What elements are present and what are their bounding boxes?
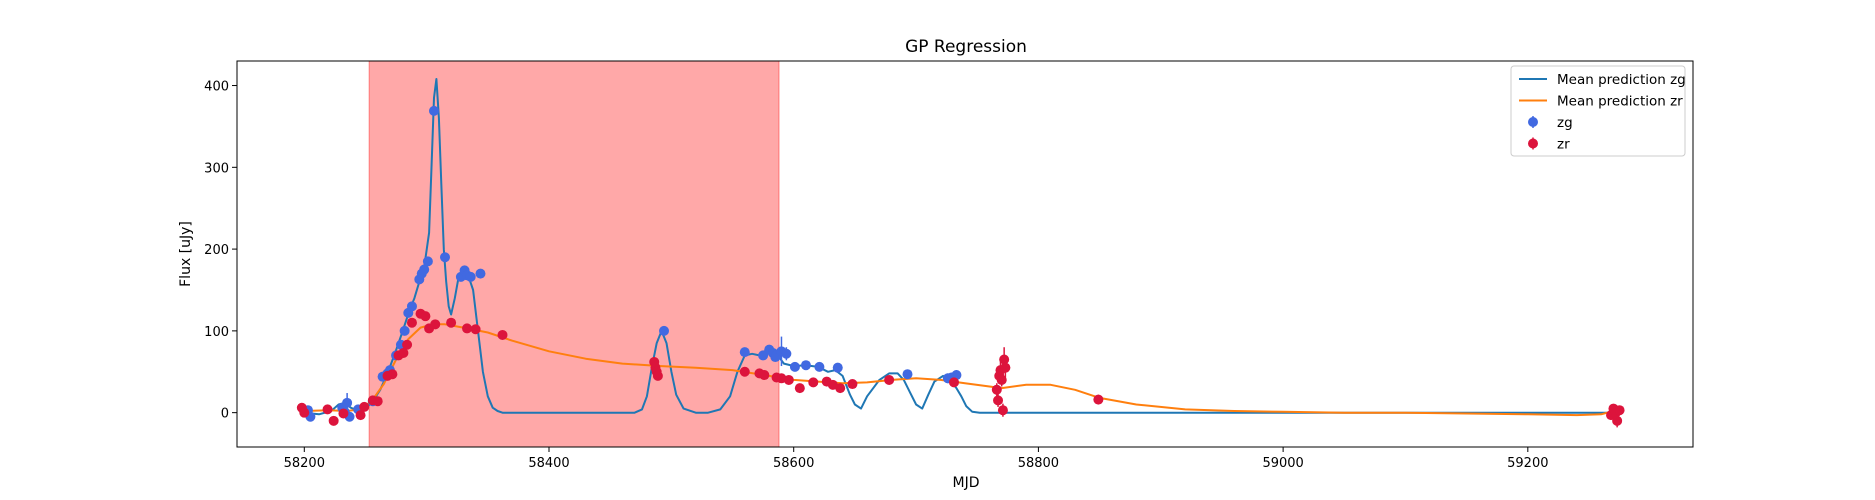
x-axis: 58200 58400 58600 58800 59000 59200 (284, 447, 1549, 471)
x-tick-label: 58400 (528, 456, 569, 471)
data-point-zr (372, 396, 383, 407)
data-point-zr (497, 329, 508, 340)
y-tick-label: 200 (204, 243, 229, 258)
data-point-zg (399, 325, 410, 336)
data-point-zg (475, 268, 486, 279)
data-point-zg (832, 362, 843, 373)
legend-label: Mean prediction zg (1557, 72, 1686, 88)
data-point-zg (739, 347, 750, 358)
data-point-zr (808, 377, 819, 388)
data-point-zg (800, 360, 811, 371)
plot-frame (236, 60, 1694, 448)
data-point-zr (1093, 394, 1104, 405)
legend-marker-swatch (1528, 117, 1538, 127)
x-axis-label: MJD (953, 475, 980, 491)
data-point-zg (440, 252, 450, 263)
data-point-zr (355, 410, 366, 421)
data-point-zg (406, 301, 417, 312)
data-point-zr (398, 347, 409, 358)
data-point-zr (1612, 415, 1623, 426)
data-point-zr (430, 319, 441, 330)
y-axis: 0 100 200 300 400 (204, 80, 237, 422)
x-tick-label: 59200 (1507, 456, 1548, 471)
shaded-region (368, 61, 780, 447)
data-point-zg (465, 271, 476, 282)
data-point-zg (659, 325, 670, 336)
data-point-zg (419, 264, 430, 275)
y-tick-label: 0 (221, 407, 229, 422)
data-point-zr (996, 374, 1007, 385)
data-point-zg (814, 361, 825, 372)
data-point-zr (759, 370, 770, 381)
data-point-zr (402, 339, 413, 350)
data-point-zr (470, 324, 481, 335)
data-point-zg (422, 256, 433, 267)
y-axis-label: Flux [uJy] (178, 221, 194, 287)
data-point-zr (783, 374, 794, 385)
data-point-zr (997, 405, 1008, 416)
data-point-zr (462, 323, 473, 334)
data-point-zr (999, 354, 1010, 365)
data-point-zr (847, 379, 858, 390)
x-tick-label: 58200 (284, 456, 325, 471)
x-tick-label: 58800 (1018, 456, 1059, 471)
legend-label: zg (1557, 115, 1573, 131)
legend-label: Mean prediction zr (1557, 94, 1683, 110)
y-tick-label: 100 (204, 325, 229, 340)
data-point-zr (387, 369, 398, 380)
chart-title: GP Regression (905, 37, 1027, 57)
data-point-zr (1614, 405, 1625, 416)
data-point-zg (781, 348, 792, 359)
data-point-zg (902, 369, 913, 380)
y-tick-label: 400 (204, 80, 229, 95)
series-line-zg (304, 78, 1614, 416)
legend-label: zr (1557, 137, 1570, 153)
y-tick-label: 300 (204, 161, 229, 176)
data-point-zr (948, 377, 959, 388)
data-point-zr (739, 366, 750, 377)
data-point-zr (884, 374, 895, 385)
data-point-zr (328, 415, 339, 426)
legend: Mean prediction zg Mean prediction zr zg zr (1510, 65, 1686, 157)
data-point-zr (359, 401, 370, 412)
legend-marker-swatch (1528, 138, 1538, 149)
data-point-zr (1000, 362, 1011, 373)
data-point-zr (991, 384, 1002, 395)
legend-box (1510, 65, 1686, 157)
data-point-zr (835, 383, 846, 394)
data-point-zr (652, 370, 663, 381)
data-point-zr (993, 395, 1004, 406)
data-point-zg (789, 361, 800, 372)
data-point-zg (342, 397, 353, 408)
data-point-zr (794, 383, 805, 394)
data-point-zr (338, 408, 349, 419)
data-point-zr (420, 311, 431, 322)
data-point-zg (428, 105, 439, 116)
data-point-zr (299, 407, 310, 418)
x-tick-label: 58600 (773, 456, 814, 471)
x-tick-label: 59000 (1262, 456, 1303, 471)
data-point-zr (406, 317, 417, 328)
data-point-zr (322, 404, 333, 415)
data-point-zr (446, 317, 457, 328)
